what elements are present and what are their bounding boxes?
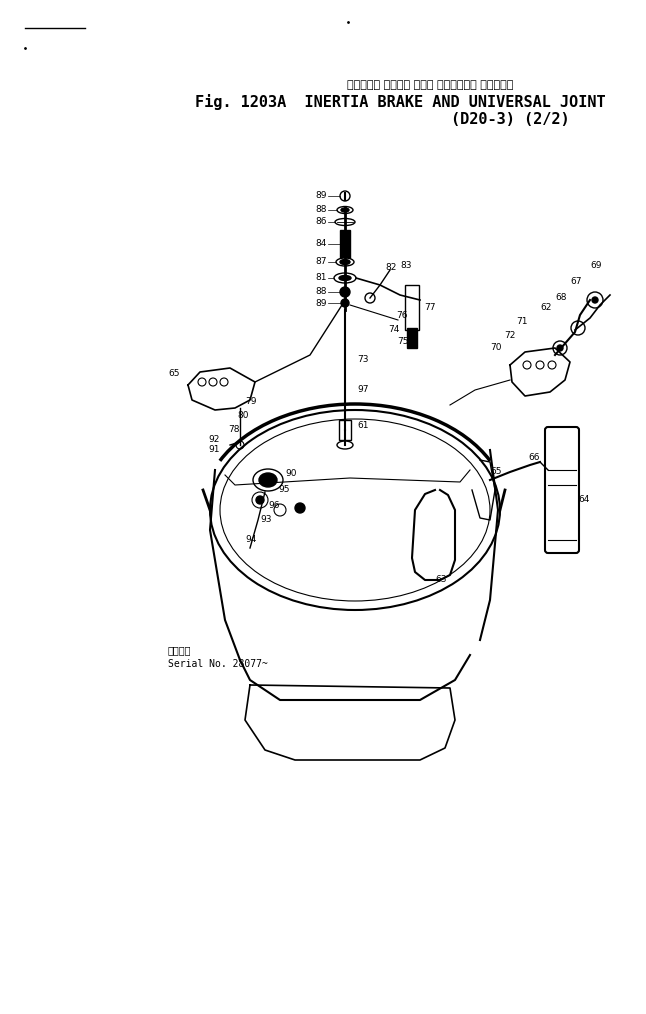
- Text: 93: 93: [260, 515, 271, 524]
- Text: 68: 68: [555, 293, 567, 302]
- Ellipse shape: [336, 258, 354, 266]
- Text: 91: 91: [209, 445, 220, 454]
- Text: Fig. 1203A  INERTIA BRAKE AND UNIVERSAL JOINT: Fig. 1203A INERTIA BRAKE AND UNIVERSAL J…: [194, 94, 605, 110]
- Text: 72: 72: [504, 331, 516, 340]
- Text: 78: 78: [228, 426, 240, 435]
- Text: 67: 67: [570, 278, 581, 287]
- Text: 86: 86: [315, 217, 327, 226]
- Text: 89: 89: [315, 298, 327, 307]
- Text: 62: 62: [540, 303, 552, 312]
- Text: 94: 94: [245, 535, 256, 545]
- Text: 77: 77: [424, 303, 435, 312]
- Text: 66: 66: [528, 453, 539, 462]
- Text: 65: 65: [490, 467, 501, 477]
- Text: イナーシャ ブレーキ および ユニバーサル ジョイント: イナーシャ ブレーキ および ユニバーサル ジョイント: [347, 80, 513, 90]
- Text: 76: 76: [396, 311, 408, 320]
- Text: 81: 81: [315, 274, 327, 283]
- Ellipse shape: [340, 260, 350, 265]
- Text: 73: 73: [357, 356, 368, 364]
- Text: 97: 97: [357, 385, 368, 394]
- Bar: [340, 230, 350, 258]
- Text: 70: 70: [490, 344, 501, 353]
- Circle shape: [340, 287, 350, 297]
- Text: 79: 79: [245, 397, 256, 407]
- Circle shape: [256, 496, 264, 504]
- Circle shape: [571, 321, 585, 335]
- Text: 71: 71: [516, 317, 528, 327]
- Text: 84: 84: [316, 239, 327, 248]
- Text: 80: 80: [237, 411, 249, 420]
- Text: 96: 96: [268, 501, 280, 509]
- Ellipse shape: [339, 276, 351, 281]
- Ellipse shape: [337, 441, 353, 449]
- Circle shape: [592, 297, 598, 303]
- Circle shape: [295, 503, 305, 513]
- Text: 75: 75: [397, 338, 408, 347]
- FancyBboxPatch shape: [407, 328, 417, 348]
- Text: 89: 89: [315, 192, 327, 201]
- Text: 88: 88: [315, 206, 327, 215]
- Text: 65: 65: [169, 369, 180, 378]
- Circle shape: [553, 341, 567, 355]
- Text: 61: 61: [357, 421, 368, 430]
- Ellipse shape: [341, 208, 349, 212]
- Text: 83: 83: [400, 262, 412, 271]
- Ellipse shape: [259, 473, 277, 487]
- Text: 88: 88: [315, 288, 327, 296]
- Text: 適用号機: 適用号機: [168, 645, 191, 655]
- Circle shape: [587, 292, 603, 308]
- Text: 95: 95: [278, 486, 289, 495]
- Text: 90: 90: [285, 469, 297, 479]
- Text: 64: 64: [578, 496, 589, 505]
- Text: 92: 92: [209, 435, 220, 444]
- Text: 74: 74: [388, 325, 399, 335]
- Text: Serial No. 28077~: Serial No. 28077~: [168, 659, 268, 669]
- FancyBboxPatch shape: [339, 420, 351, 440]
- Circle shape: [341, 299, 349, 307]
- Text: 69: 69: [590, 261, 601, 270]
- Text: 63: 63: [435, 576, 446, 584]
- Text: 87: 87: [315, 258, 327, 267]
- Text: 82: 82: [385, 264, 397, 273]
- Ellipse shape: [334, 273, 356, 283]
- Circle shape: [557, 345, 563, 351]
- Text: (D20-3) (2/2): (D20-3) (2/2): [451, 113, 569, 128]
